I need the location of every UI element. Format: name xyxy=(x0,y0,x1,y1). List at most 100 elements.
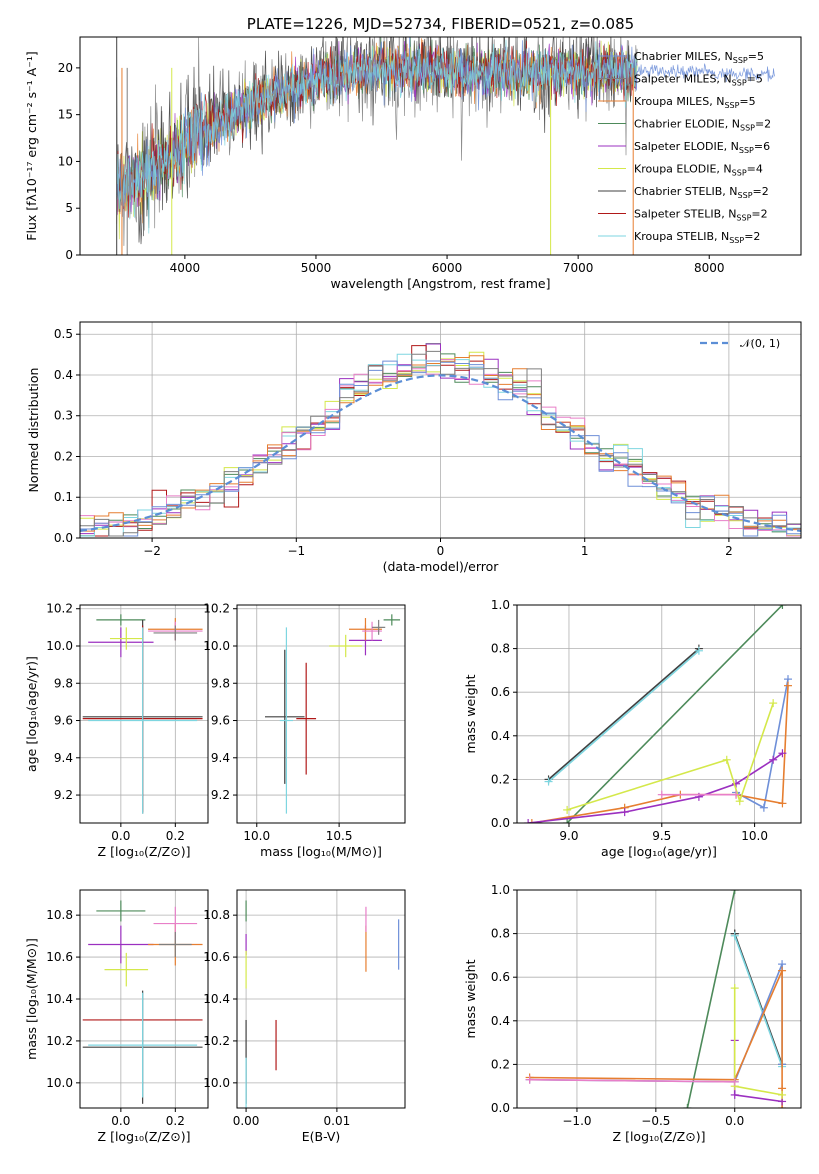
y-tick-label: 9.2 xyxy=(54,788,73,802)
legend-name: Chabrier ELODIE, N xyxy=(634,118,740,131)
legend-suffix: =5 xyxy=(747,73,763,86)
panel-age-vs-Z: 0.0 0.2 9.2 9.4 9.6 9.8 10.0 10.2 Z [log₁₀(Z/Z⊙)… xyxy=(24,602,209,859)
y-tick-label: 10.6 xyxy=(203,950,230,964)
legend-sub: SSP xyxy=(724,101,739,110)
x-tick-label: 0.2 xyxy=(166,829,185,843)
legend-name: Chabrier STELIB, N xyxy=(634,185,738,198)
legend-entry: 𝒩(0, 1) xyxy=(740,337,780,350)
y-tick-label: 10.0 xyxy=(203,1076,230,1090)
x-tick-label: −0.5 xyxy=(641,1114,670,1128)
y-axis-label: mass weight xyxy=(463,959,478,1038)
y-tick-label: 0 xyxy=(65,248,73,262)
legend-sub: SSP xyxy=(732,79,747,88)
error-point xyxy=(329,634,363,658)
y-tick-label: 0.0 xyxy=(491,1101,510,1115)
x-tick-label: 8000 xyxy=(694,261,725,275)
axes-frame xyxy=(79,321,802,539)
legend-suffix: =2 xyxy=(753,185,769,198)
legend-name: Kroupa MILES, N xyxy=(634,95,724,108)
weight-line-1 xyxy=(686,890,736,1108)
y-tick-label: 9.8 xyxy=(211,676,230,690)
x-tick-label: 5000 xyxy=(301,261,332,275)
error-point xyxy=(109,627,143,650)
x-tick-label: 10.0 xyxy=(741,829,768,843)
legend-entry: Salpeter MILES, NSSP=5 xyxy=(634,73,763,88)
legend-suffix: =6 xyxy=(754,140,770,153)
legend-suffix: =5 xyxy=(739,95,755,108)
plot-area xyxy=(265,614,401,814)
weight-line-1 xyxy=(548,647,700,781)
x-axis-label: Z [log₁₀(Z/Z⊙)] xyxy=(613,1129,706,1144)
y-axis-label: mass [log₁₀(M/M⊙)] xyxy=(24,938,39,1060)
y-tick-label: 0.2 xyxy=(54,449,73,463)
error-point xyxy=(383,614,401,626)
y-tick-label: 10.0 xyxy=(46,639,73,653)
panel-weight-vs-age: 9.0 9.5 10.0 0.0 0.2 0.4 0.6 0.8 1.0 age [log₁₀(a… xyxy=(463,598,802,859)
x-tick-label: 4000 xyxy=(170,261,201,275)
y-tick-label: 0.6 xyxy=(491,685,510,699)
axes-frame xyxy=(79,604,209,824)
weight-line-7 xyxy=(733,988,783,1096)
weight-line-2 xyxy=(548,650,700,783)
legend-name: Salpeter STELIB, N xyxy=(634,208,736,221)
y-tick-label: 0.2 xyxy=(491,1057,510,1071)
error-point xyxy=(96,614,146,626)
legend: Chabrier MILES, NSSP=5 Salpeter MILES, NS… xyxy=(598,50,771,245)
plot-area xyxy=(82,614,203,814)
legend-entry: Kroupa MILES, NSSP=5 xyxy=(634,95,756,110)
y-axis-label: age [log₁₀(age/yr)] xyxy=(24,656,39,772)
error-point xyxy=(296,662,317,775)
legend-sub: SSP xyxy=(736,214,751,223)
y-tick-label: 10.0 xyxy=(46,1076,73,1090)
y-tick-label: 0.4 xyxy=(491,729,510,743)
plot-area xyxy=(80,343,801,537)
error-point xyxy=(104,952,149,987)
x-tick-label: 6000 xyxy=(432,261,463,275)
x-axis-label: E(B-V) xyxy=(302,1129,341,1144)
x-axis-label: Z [log₁₀(Z/Z⊙)] xyxy=(98,1129,191,1144)
y-tick-label: 9.6 xyxy=(211,714,230,728)
y-tick-label: 0.4 xyxy=(54,368,73,382)
y-tick-label: 0.8 xyxy=(491,927,510,941)
x-tick-label: 0.0 xyxy=(111,829,130,843)
y-tick-label: 10.2 xyxy=(203,1034,230,1048)
y-tick-label: 9.2 xyxy=(211,788,230,802)
y-tick-label: 10.2 xyxy=(46,602,73,616)
panel-mass-vs-Z: 0.0 0.2 10.0 10.2 10.4 10.6 10.8 Z [log₁₀(Z/Z⊙)… xyxy=(24,889,209,1144)
legend-entry: Chabrier ELODIE, NSSP=2 xyxy=(634,118,771,133)
y-tick-label: 15 xyxy=(58,108,73,122)
legend-entry: Chabrier MILES, NSSP=5 xyxy=(634,50,764,65)
plot-area xyxy=(524,605,793,823)
x-tick-label: 0.2 xyxy=(166,1114,185,1128)
y-tick-label: 9.6 xyxy=(54,714,73,728)
legend-entry: Chabrier STELIB, NSSP=2 xyxy=(634,185,769,200)
legend: 𝒩(0, 1) xyxy=(700,337,780,350)
legend-name: Kroupa ELODIE, N xyxy=(634,163,732,176)
x-tick-label: 0.01 xyxy=(324,1114,351,1128)
y-tick-label: 0.3 xyxy=(54,409,73,423)
y-tick-label: 0.0 xyxy=(491,816,510,830)
y-tick-label: 10.8 xyxy=(46,908,73,922)
x-tick-label: 1 xyxy=(581,544,589,558)
y-tick-label: 10.4 xyxy=(46,992,73,1006)
y-tick-label: 0.6 xyxy=(491,970,510,984)
y-tick-label: 0.1 xyxy=(54,490,73,504)
panel-age-vs-mass: 10.0 10.5 9.2 9.4 9.6 9.8 10.0 10.2 mass [log₁₀(… xyxy=(203,602,406,859)
y-tick-label: 0.4 xyxy=(491,1014,510,1028)
legend-entry: Kroupa STELIB, NSSP=2 xyxy=(634,230,760,245)
x-tick-label: 0.00 xyxy=(233,1114,260,1128)
axes-frame xyxy=(236,889,406,1109)
weight-line-6 xyxy=(733,1040,783,1103)
y-tick-label: 10.4 xyxy=(203,992,230,1006)
error-point xyxy=(88,627,198,814)
panel-spectrum: 4000 5000 6000 7000 8000 0 5 10 15 20 wavelength [… xyxy=(24,15,802,291)
chart-title: PLATE=1226, MJD=52734, FIBERID=0521, z=0… xyxy=(247,15,634,33)
weight-line-7 xyxy=(566,702,774,811)
weight-line-6 xyxy=(528,752,783,823)
plot-area xyxy=(245,900,400,1108)
y-axis-label: Normed distribution xyxy=(26,368,41,493)
y-tick-label: 1.0 xyxy=(491,598,510,612)
x-tick-label: −1.0 xyxy=(562,1114,591,1128)
error-point xyxy=(372,619,386,635)
